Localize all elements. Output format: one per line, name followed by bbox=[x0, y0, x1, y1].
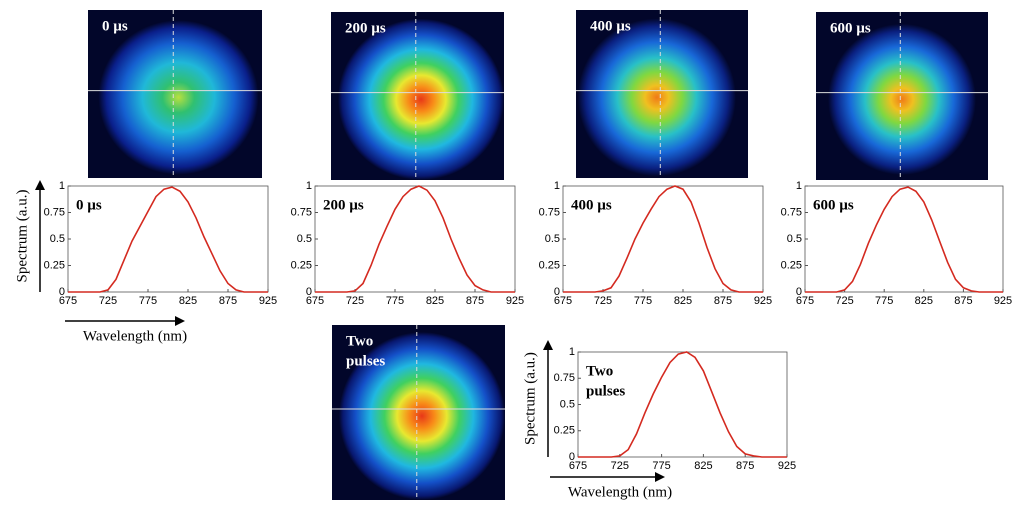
y-tick-label: 0.75 bbox=[554, 372, 575, 384]
y-tick-label: 1 bbox=[569, 346, 575, 358]
y-axis-title: Spectrum (a.u.) bbox=[14, 190, 30, 283]
annotation: Two bbox=[586, 363, 613, 379]
spectrum-line bbox=[805, 186, 1003, 293]
y-tick-label: 0 bbox=[554, 286, 560, 298]
annotation: 0 µs bbox=[76, 197, 102, 213]
y-tick-label: 1 bbox=[796, 180, 802, 192]
x-tick-label: 925 bbox=[778, 460, 796, 472]
y-tick-label: 0.25 bbox=[44, 259, 65, 271]
y-tick-label: 0 bbox=[796, 286, 802, 298]
x-tick-label: 725 bbox=[99, 295, 117, 307]
y-tick-label: 0.5 bbox=[297, 233, 312, 245]
x-tick-label: 925 bbox=[259, 295, 277, 307]
beam bbox=[98, 20, 259, 175]
y-axis-title: Spectrum (a.u.) bbox=[522, 352, 538, 445]
x-tick-label: 725 bbox=[346, 295, 364, 307]
spectrum-line bbox=[578, 351, 787, 458]
x-tick-label: 875 bbox=[736, 460, 754, 472]
image-label: 600 µs bbox=[830, 20, 871, 36]
image-label: 0 µs bbox=[102, 18, 128, 34]
plot-frame bbox=[562, 185, 764, 293]
y-tick-label: 0.5 bbox=[787, 233, 802, 245]
spectrum-line bbox=[315, 185, 515, 293]
y-tick-label: 1 bbox=[554, 180, 560, 192]
y-tick-label: 0.25 bbox=[781, 259, 802, 271]
annotation: 400 µs bbox=[571, 197, 612, 213]
x-tick-label: 725 bbox=[835, 295, 853, 307]
x-arrowhead bbox=[175, 316, 185, 326]
spectrum-line bbox=[563, 185, 763, 293]
spectrum-line bbox=[68, 186, 268, 293]
image-label: Two bbox=[346, 333, 373, 349]
y-tick-label: 0.75 bbox=[291, 206, 312, 218]
annotation: 200 µs bbox=[323, 197, 364, 213]
x-tick-label: 825 bbox=[426, 295, 444, 307]
plot-frame bbox=[67, 185, 269, 293]
beam bbox=[828, 23, 976, 175]
beam-images: 0 µs 200 µs 400 µs 600 µs Two pulses bbox=[88, 10, 988, 500]
x-tick-label: 775 bbox=[652, 460, 670, 472]
x-tick-label: 675 bbox=[59, 295, 77, 307]
x-axis-title: Wavelength (nm) bbox=[83, 328, 187, 344]
x-tick-label: 725 bbox=[594, 295, 612, 307]
x-tick-label: 775 bbox=[634, 295, 652, 307]
annotation: 600 µs bbox=[813, 197, 854, 213]
y-tick-label: 0.75 bbox=[781, 206, 802, 218]
x-tick-label: 925 bbox=[754, 295, 772, 307]
x-tick-label: 825 bbox=[694, 460, 712, 472]
x-tick-label: 775 bbox=[386, 295, 404, 307]
y-tick-label: 0.25 bbox=[539, 259, 560, 271]
x-tick-label: 675 bbox=[306, 295, 324, 307]
spectra: 0 0.25 0.5 0.75 1 675 725 775 825 875 925 0 µs Spect… bbox=[14, 180, 1012, 501]
y-tick-label: 0.75 bbox=[44, 206, 65, 218]
x-tick-label: 875 bbox=[219, 295, 237, 307]
x-tick-label: 875 bbox=[714, 295, 732, 307]
x-tick-label: 825 bbox=[915, 295, 933, 307]
y-tick-label: 0.5 bbox=[560, 398, 575, 410]
x-tick-label: 725 bbox=[611, 460, 629, 472]
y-tick-label: 0.25 bbox=[554, 425, 575, 437]
y-tick-label: 1 bbox=[59, 180, 65, 192]
beam bbox=[337, 18, 504, 180]
x-tick-label: 775 bbox=[139, 295, 157, 307]
plot-frame bbox=[314, 185, 516, 293]
y-tick-label: 0.5 bbox=[50, 233, 65, 245]
y-tick-label: 0.5 bbox=[545, 233, 560, 245]
y-tick-label: 0.25 bbox=[291, 259, 312, 271]
plot-frame bbox=[577, 351, 788, 458]
y-tick-label: 0.75 bbox=[539, 206, 560, 218]
beam bbox=[338, 332, 505, 500]
image-label: 400 µs bbox=[590, 18, 631, 34]
annotation: pulses bbox=[586, 383, 625, 399]
y-arrowhead bbox=[543, 340, 553, 350]
x-tick-label: 675 bbox=[569, 460, 587, 472]
beam bbox=[577, 18, 736, 177]
x-tick-label: 925 bbox=[506, 295, 524, 307]
plot-frame bbox=[804, 185, 1004, 293]
x-tick-label: 875 bbox=[466, 295, 484, 307]
x-tick-label: 675 bbox=[554, 295, 572, 307]
y-tick-label: 0 bbox=[306, 286, 312, 298]
y-tick-label: 0 bbox=[569, 451, 575, 463]
y-arrowhead bbox=[35, 180, 45, 190]
x-tick-label: 675 bbox=[796, 295, 814, 307]
x-tick-label: 775 bbox=[875, 295, 893, 307]
x-axis-title: Wavelength (nm) bbox=[568, 484, 672, 500]
x-arrowhead bbox=[655, 472, 665, 482]
image-label: pulses bbox=[346, 353, 385, 369]
x-tick-label: 925 bbox=[994, 295, 1012, 307]
y-tick-label: 0 bbox=[59, 286, 65, 298]
image-label: 200 µs bbox=[345, 20, 386, 36]
x-tick-label: 825 bbox=[179, 295, 197, 307]
x-tick-label: 875 bbox=[954, 295, 972, 307]
x-tick-label: 825 bbox=[674, 295, 692, 307]
y-tick-label: 1 bbox=[306, 180, 312, 192]
